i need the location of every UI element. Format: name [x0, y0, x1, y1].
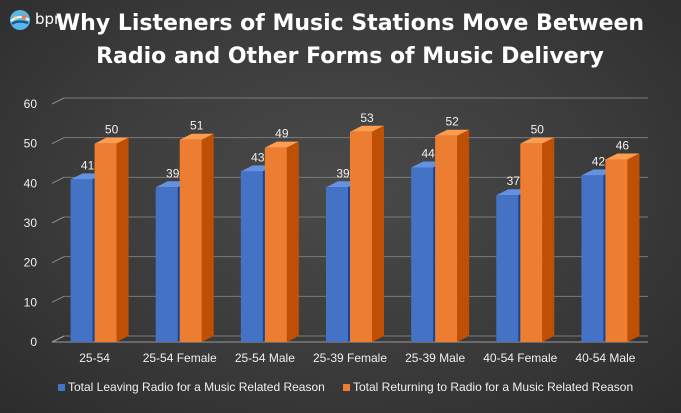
- x-axis-category-label: 25-54: [79, 351, 110, 365]
- data-label: 53: [360, 111, 374, 125]
- bar: [605, 153, 640, 342]
- bar-front-face: [179, 139, 202, 342]
- bar-front-face: [496, 195, 519, 342]
- brand-logo: bpr: [4, 4, 62, 36]
- y-axis-tick-label: 50: [24, 137, 38, 151]
- data-label: 39: [166, 166, 180, 180]
- bar-front-face: [520, 143, 543, 342]
- grid-diagonal-line: [51, 97, 65, 105]
- brand-logo-text: bpr: [35, 10, 61, 28]
- x-axis-category-label: 25-54 Female: [143, 351, 217, 365]
- legend-swatch: [58, 384, 65, 391]
- data-label: 49: [275, 127, 289, 141]
- x-axis-category-label: 25-54 Male: [235, 351, 295, 365]
- y-axis-tick-label: 10: [24, 295, 38, 309]
- y-axis-group: 0 10 20 30 40 50 60: [24, 97, 38, 349]
- bar-side-face: [201, 133, 214, 342]
- grid-diagonal-line: [51, 256, 65, 264]
- bar-front-face: [350, 131, 372, 342]
- bar-front-face: [264, 147, 287, 342]
- bar-front-face: [326, 187, 348, 342]
- bar-side-face: [372, 125, 384, 343]
- bar-side-face: [457, 129, 470, 342]
- x-axis-category-label: 40-54 Male: [575, 351, 635, 365]
- title-group: Why Listeners of Music Stations Move Bet…: [56, 11, 644, 69]
- data-label: 39: [336, 166, 350, 180]
- data-label: 46: [616, 139, 630, 153]
- x-axis-category-label: 40-54 Female: [483, 351, 557, 365]
- x-axis-group: 25-54 25-54 Female 25-54 Male 25-39 Female 2…: [79, 351, 636, 365]
- bar: [179, 133, 214, 342]
- bar-front-face: [411, 167, 434, 342]
- bar-top-face: [350, 125, 384, 132]
- bar-front-face: [240, 171, 263, 342]
- bar-top-face: [94, 137, 129, 144]
- y-axis-tick-label: 30: [24, 216, 38, 230]
- bar-front-face: [94, 143, 117, 342]
- bar-front-face: [581, 175, 604, 342]
- bar: [264, 141, 299, 342]
- bar-top-face: [435, 129, 470, 136]
- grid-diagonal-line: [51, 295, 65, 303]
- grid-diagonal-line: [51, 216, 65, 224]
- y-axis-tick-label: 20: [24, 256, 38, 270]
- grid-diagonal-line: [51, 176, 65, 184]
- bar-top-face: [520, 137, 555, 144]
- bar-top-face: [179, 133, 214, 140]
- bar: [350, 125, 384, 343]
- axis-depth-line: [51, 335, 65, 343]
- data-label: 50: [531, 123, 545, 137]
- legend-swatch: [343, 384, 350, 391]
- data-label: 41: [81, 158, 95, 172]
- bar-side-face: [116, 137, 129, 342]
- chart-title-line: Why Listeners of Music Stations Move Bet…: [56, 11, 644, 36]
- bar-front-face: [435, 135, 458, 342]
- bar-front-face: [155, 187, 178, 342]
- data-label: 37: [507, 174, 521, 188]
- brand-logo-icon: [10, 10, 30, 30]
- bar-side-face: [542, 137, 555, 342]
- bar-front-face: [605, 159, 628, 342]
- data-label: 51: [190, 119, 204, 133]
- bar: [520, 137, 555, 342]
- bar-side-face: [286, 141, 299, 342]
- bar-top-face: [264, 141, 299, 148]
- data-label: 50: [105, 123, 119, 137]
- x-axis-category-label: 25-39 Male: [405, 351, 465, 365]
- chart-title-line: Radio and Other Forms of Music Delivery: [96, 44, 604, 69]
- y-axis-tick-label: 0: [30, 335, 37, 349]
- legend-item: Total Leaving Radio for a Music Related …: [58, 380, 325, 394]
- bar-front-face: [70, 179, 93, 342]
- bar: [435, 129, 470, 342]
- data-label: 43: [251, 150, 265, 164]
- legend-label: Total Leaving Radio for a Music Related …: [68, 380, 325, 394]
- legend-group: Total Leaving Radio for a Music Related …: [58, 380, 633, 394]
- legend-item: Total Returning to Radio for a Music Rel…: [343, 380, 633, 394]
- y-axis-tick-label: 60: [24, 97, 38, 111]
- data-label: 52: [445, 115, 459, 129]
- legend-label: Total Returning to Radio for a Music Rel…: [353, 380, 633, 394]
- bar-side-face: [627, 153, 640, 342]
- data-label: 42: [592, 154, 606, 168]
- bar: [94, 137, 129, 342]
- x-axis-category-label: 25-39 Female: [313, 351, 387, 365]
- bar-top-face: [605, 153, 640, 160]
- data-label: 44: [421, 146, 435, 160]
- bars-group: 41 50 39 51 43 49 39 53 44 52 37 50 42 46: [70, 111, 640, 343]
- grid-diagonal-line: [51, 137, 65, 145]
- y-axis-tick-label: 40: [24, 176, 38, 190]
